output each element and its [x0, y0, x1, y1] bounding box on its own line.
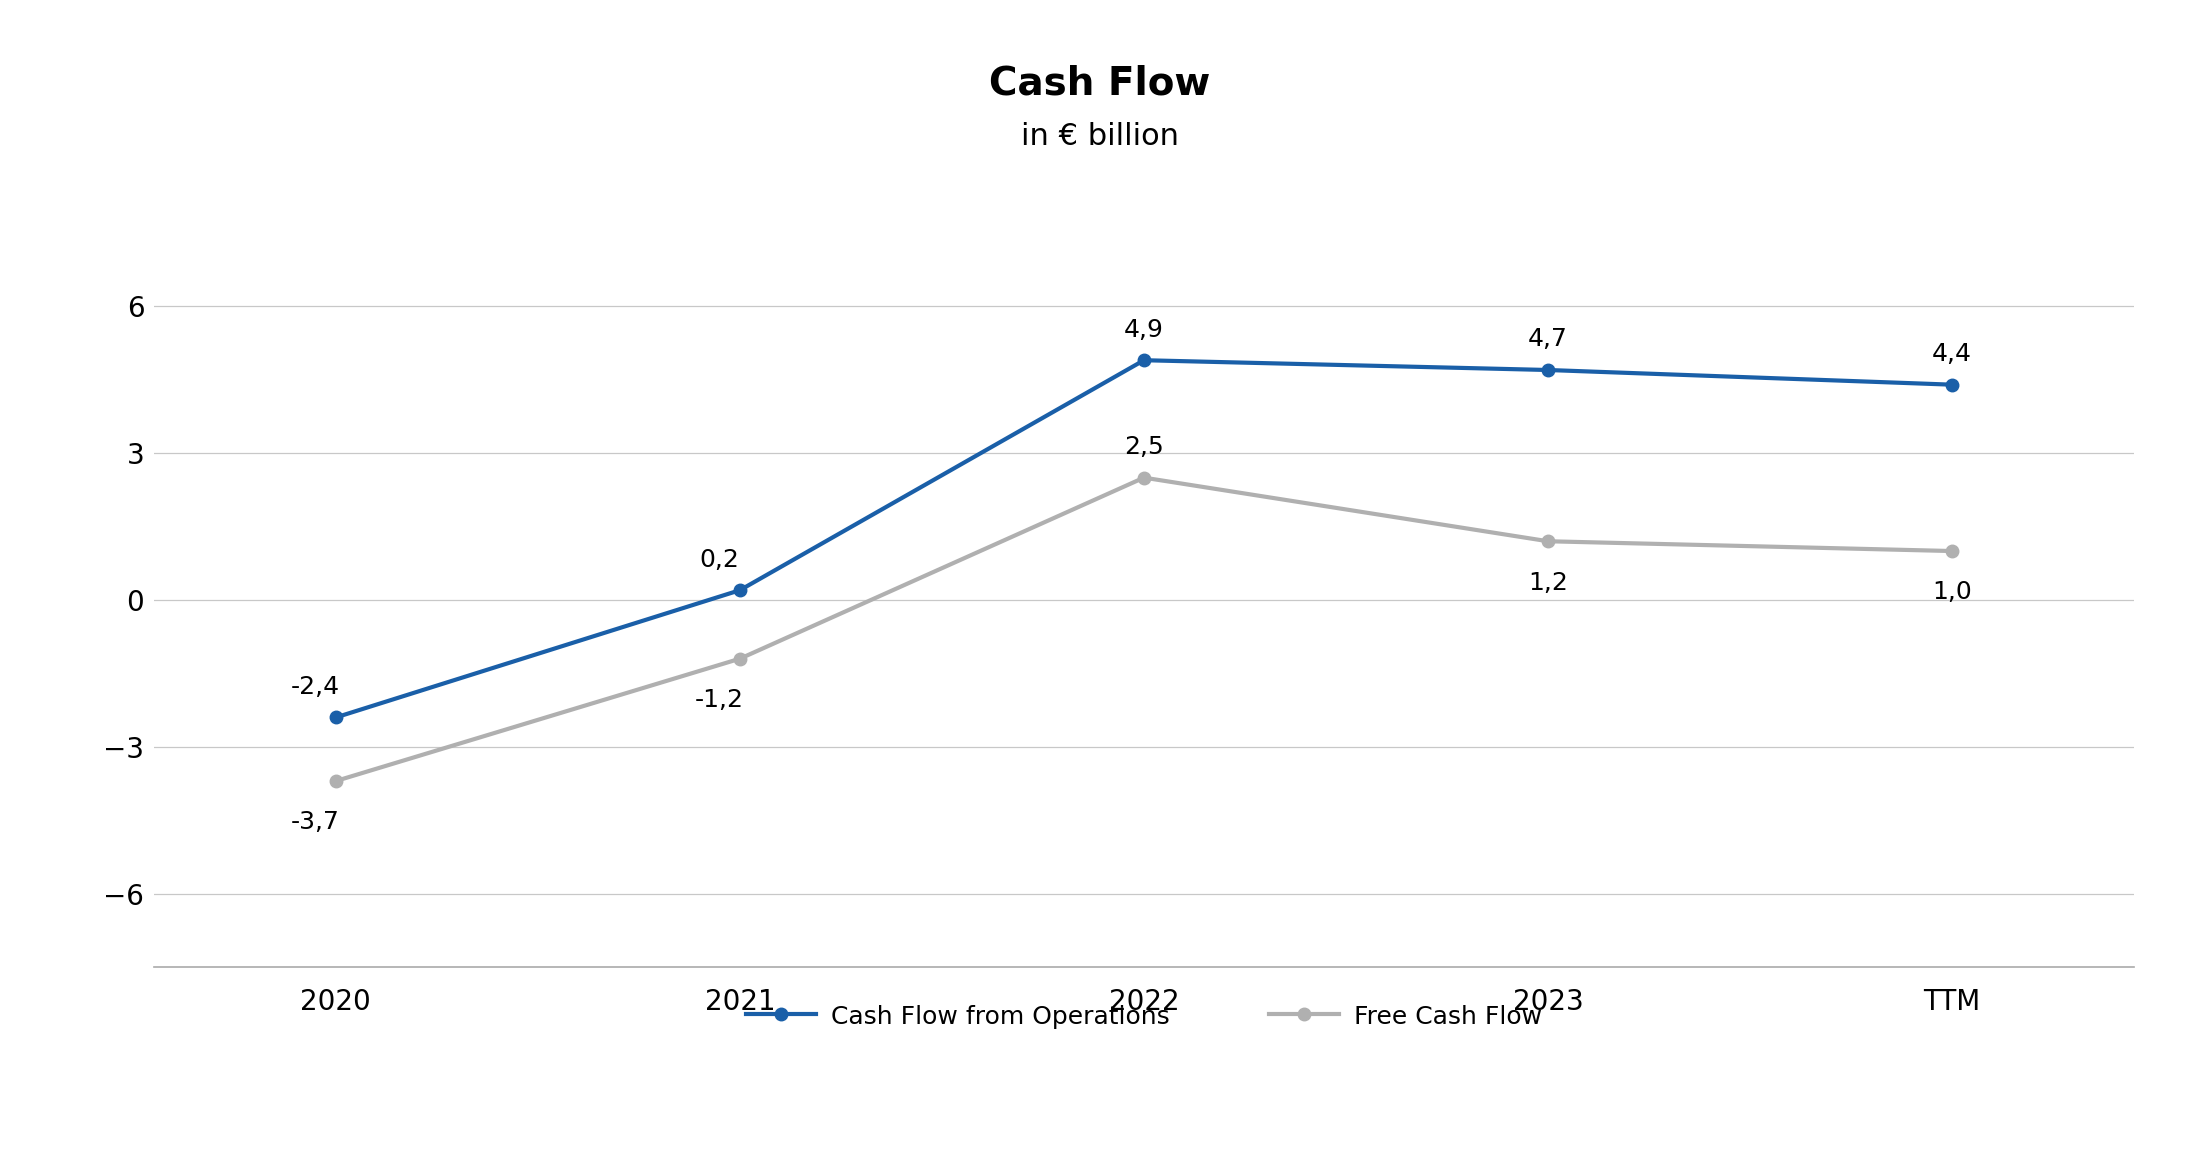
Line: Cash Flow from Operations: Cash Flow from Operations	[330, 354, 1958, 723]
Legend: Cash Flow from Operations, Free Cash Flow: Cash Flow from Operations, Free Cash Flo…	[735, 994, 1553, 1039]
Cash Flow from Operations	[726, 584, 752, 598]
Text: 2,5: 2,5	[1124, 435, 1164, 459]
Text: 1,2: 1,2	[1529, 571, 1569, 594]
Text: 4,9: 4,9	[1124, 318, 1164, 341]
Free Cash Flow	[1938, 544, 1965, 558]
Text: in € billion: in € billion	[1021, 122, 1179, 151]
Text: 4,4: 4,4	[1932, 343, 1971, 366]
Cash Flow from Operations	[1536, 363, 1562, 377]
Cash Flow from Operations	[1938, 377, 1965, 391]
Free Cash Flow	[1536, 535, 1562, 549]
Text: -1,2: -1,2	[695, 689, 744, 712]
Text: 0,2: 0,2	[700, 548, 739, 572]
Text: -2,4: -2,4	[290, 675, 341, 699]
Cash Flow from Operations	[323, 711, 350, 725]
Text: 1,0: 1,0	[1932, 580, 1971, 605]
Text: Cash Flow: Cash Flow	[990, 64, 1210, 103]
Text: -3,7: -3,7	[290, 811, 341, 834]
Free Cash Flow	[323, 774, 350, 788]
Free Cash Flow	[726, 651, 752, 665]
Cash Flow from Operations	[1131, 353, 1157, 367]
Free Cash Flow	[1131, 471, 1157, 485]
Text: 4,7: 4,7	[1529, 327, 1569, 352]
Line: Free Cash Flow: Free Cash Flow	[330, 472, 1958, 788]
